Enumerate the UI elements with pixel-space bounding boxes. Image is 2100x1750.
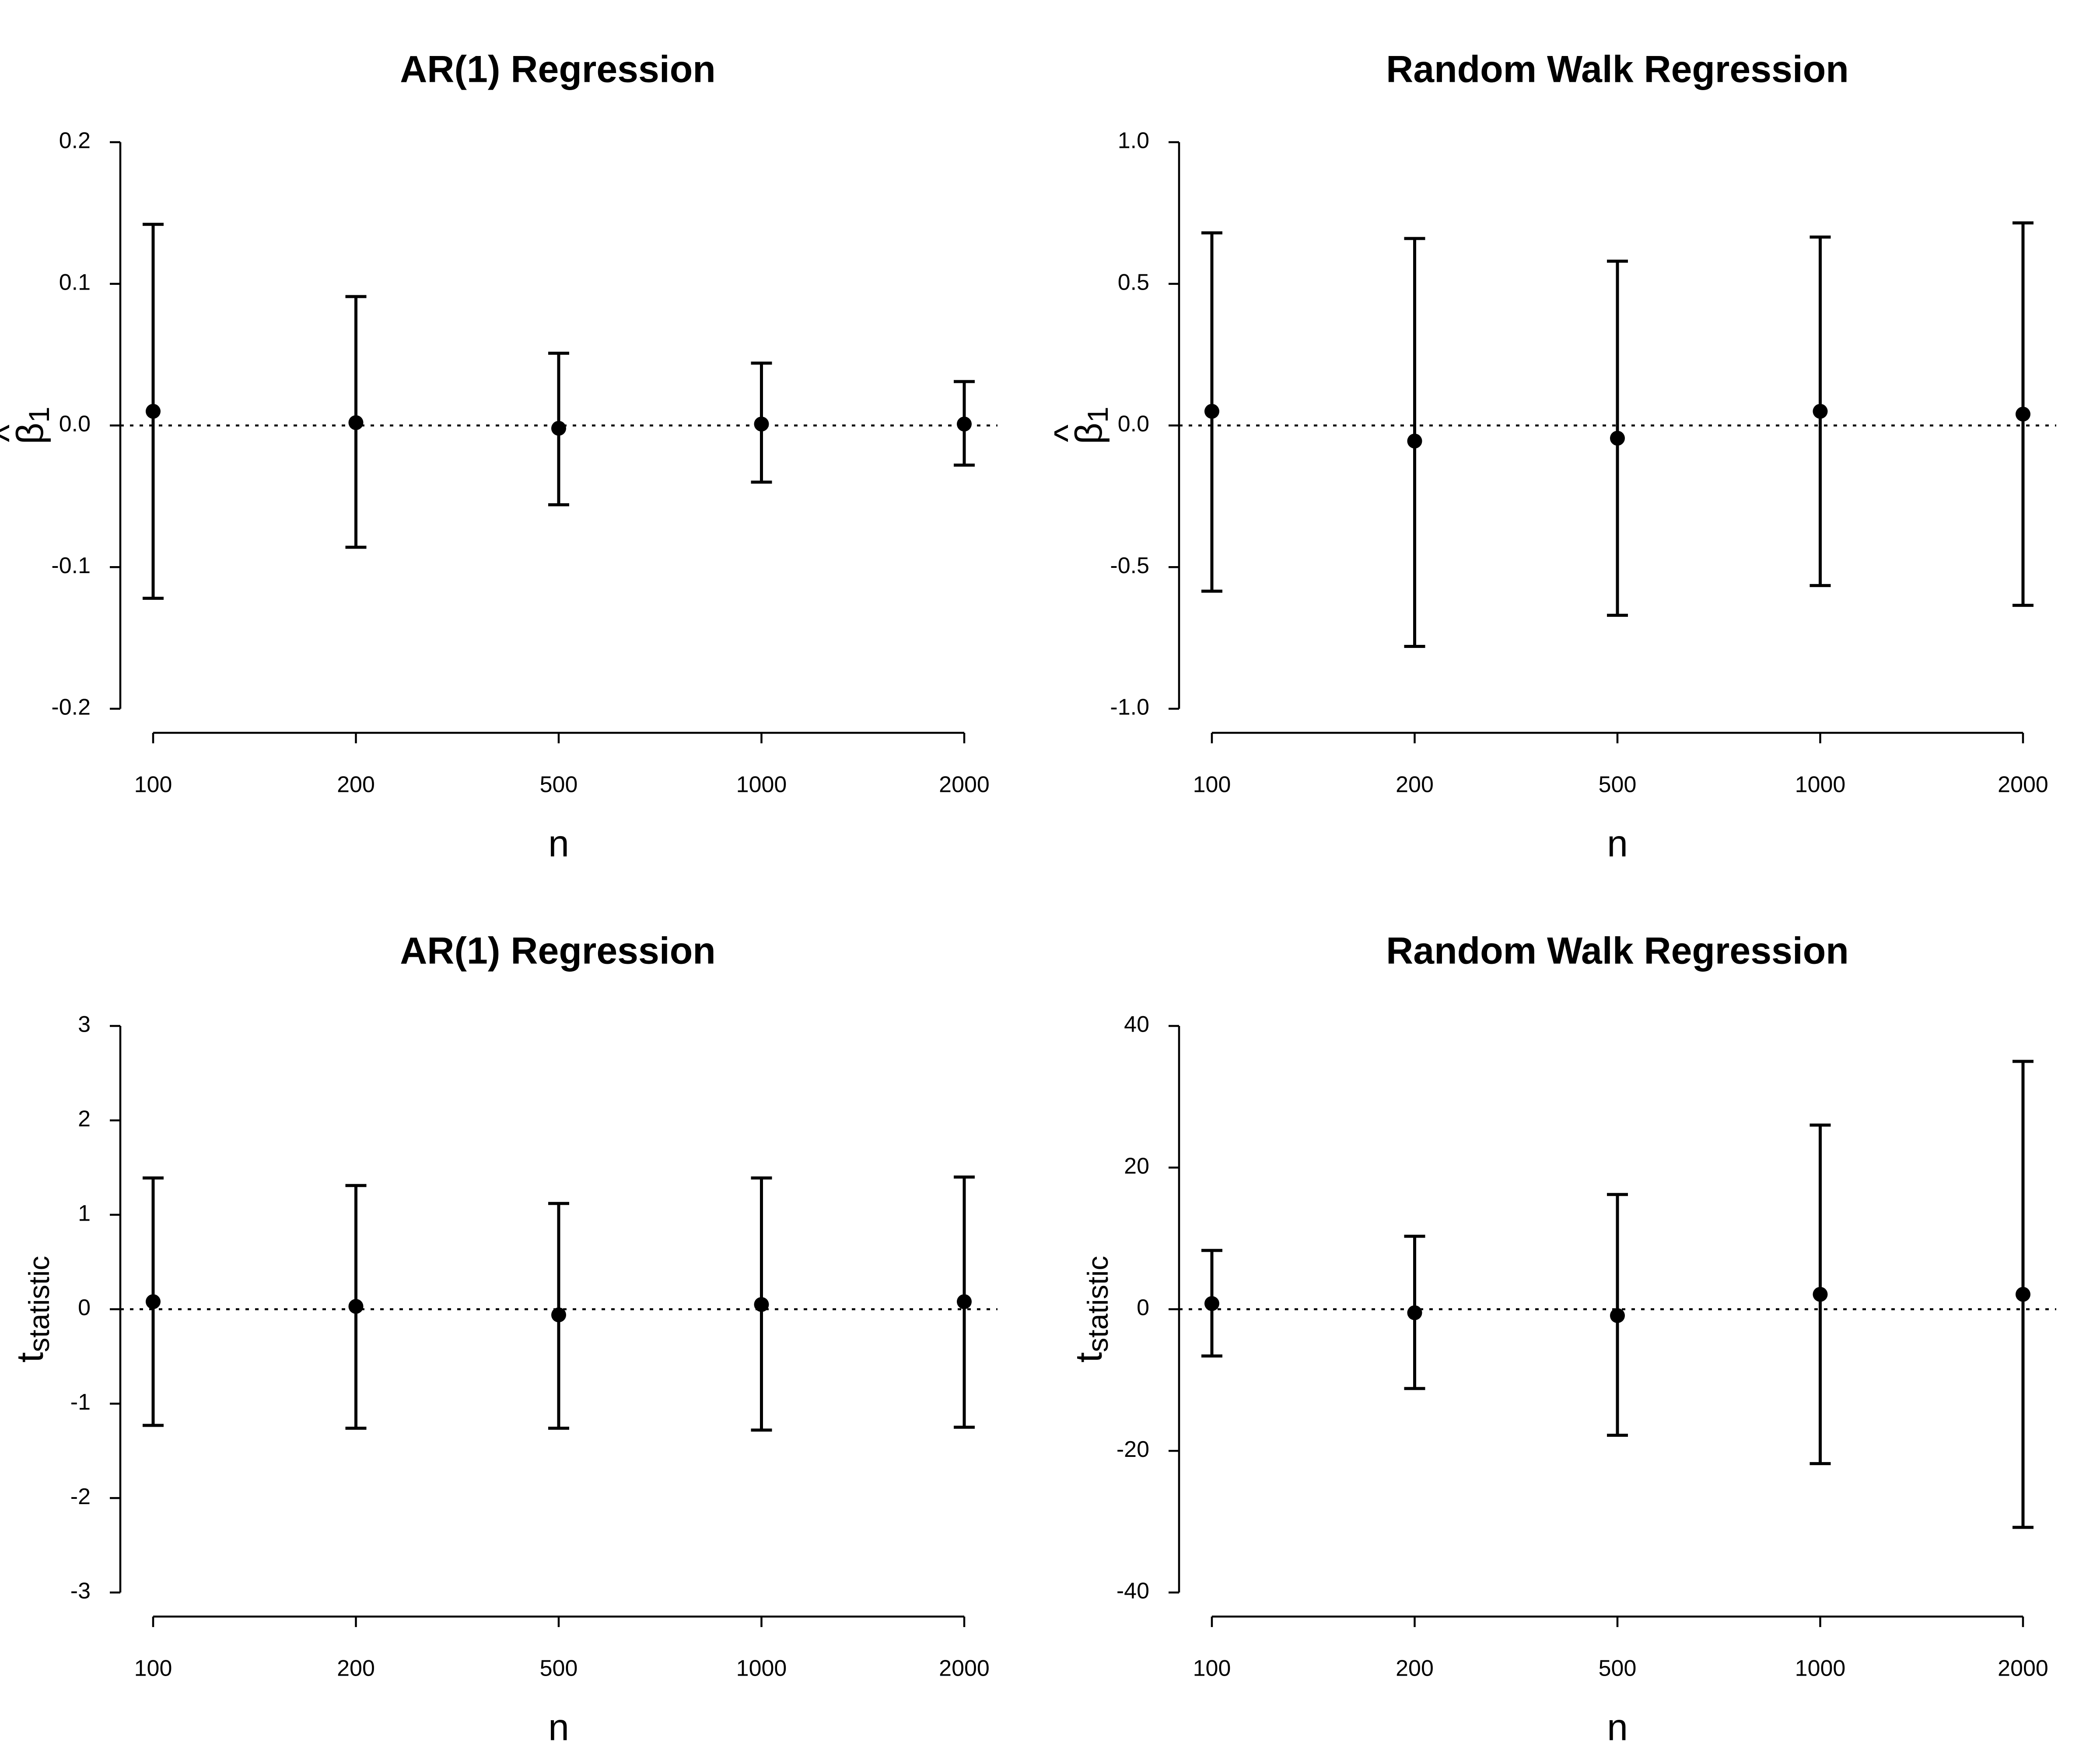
x-tick-label: 1000: [1795, 1656, 1846, 1681]
data-point: [2016, 1287, 2030, 1302]
y-tick-label: -0.2: [51, 695, 91, 720]
x-axis-label: n: [1607, 1707, 1628, 1749]
y-tick-label: -1.0: [1110, 695, 1149, 720]
data-point: [1813, 404, 1828, 419]
x-tick-label: 200: [1396, 1656, 1434, 1681]
y-tick-label: -20: [1116, 1437, 1149, 1462]
y-axis-label: β1: [1068, 406, 1114, 444]
data-point: [1204, 404, 1219, 419]
x-tick-label: 500: [540, 772, 578, 798]
x-tick-label: 200: [1396, 772, 1434, 798]
y-tick-label: -0.5: [1110, 553, 1149, 578]
chart-panel-3: AR(1) Regression -3 -2 -1 0 1 2 3 100 200 500 1000 2…: [9, 930, 998, 1749]
x-tick-label: 200: [337, 772, 375, 798]
x-tick-label: 100: [134, 772, 172, 798]
chart-title: AR(1) Regression: [400, 930, 716, 972]
x-tick-label: 1000: [736, 1656, 787, 1681]
data-point: [957, 416, 972, 432]
data-point: [348, 1299, 364, 1314]
y-tick-label: 2: [78, 1106, 91, 1132]
chart-panel-2: Random Walk Regression -1.0 -0.5 0.0 0.5 1.0 1…: [1047, 49, 2056, 865]
x-tick-label: 200: [337, 1656, 375, 1681]
x-tick-label: 100: [1193, 772, 1231, 798]
y-tick-label: 3: [78, 1012, 91, 1037]
y-axis-label-hat: ^: [1047, 424, 1089, 442]
chart-title: Random Walk Regression: [1386, 49, 1849, 91]
y-tick-label: 0: [1137, 1295, 1149, 1320]
data-point: [1407, 434, 1422, 449]
x-tick-label: 2000: [939, 1656, 990, 1681]
x-tick-label: 2000: [1998, 772, 2048, 798]
y-axis-label: tstatistic: [1068, 1256, 1114, 1363]
data-point: [1813, 1287, 1828, 1302]
data-point: [754, 1297, 769, 1312]
x-tick-label: 100: [1193, 1656, 1231, 1681]
y-tick-label: 0.2: [59, 128, 91, 154]
chart-title: AR(1) Regression: [400, 49, 716, 91]
y-tick-label: -0.1: [51, 553, 91, 578]
data-point: [1610, 1308, 1625, 1323]
x-tick-label: 500: [1599, 1656, 1637, 1681]
data-point: [1204, 1296, 1219, 1311]
x-tick-label: 500: [1599, 772, 1637, 798]
y-tick-label: 1: [78, 1200, 91, 1226]
chart-title: Random Walk Regression: [1386, 930, 1849, 972]
data-point: [754, 416, 769, 432]
y-axis-label-hat: ^: [0, 424, 30, 442]
y-tick-label: 0.5: [1118, 270, 1149, 295]
y-tick-label: 20: [1124, 1153, 1149, 1179]
x-tick-label: 1000: [1795, 772, 1846, 798]
x-tick-label: 500: [540, 1656, 578, 1681]
y-axis-label: tstatistic: [9, 1256, 56, 1363]
x-tick-label: 2000: [939, 772, 990, 798]
y-tick-label: -2: [70, 1484, 91, 1509]
data-point: [551, 1307, 566, 1323]
data-point: [957, 1294, 972, 1309]
y-tick-label: 0: [78, 1295, 91, 1320]
data-point: [1610, 430, 1625, 446]
y-tick-label: 0.1: [59, 270, 91, 295]
y-tick-label: 40: [1124, 1012, 1149, 1037]
x-tick-label: 100: [134, 1656, 172, 1681]
data-point: [348, 415, 364, 430]
y-tick-label: 1.0: [1118, 128, 1149, 154]
y-tick-label: -3: [70, 1578, 91, 1604]
x-axis-label: n: [548, 823, 569, 865]
x-tick-label: 2000: [1998, 1656, 2048, 1681]
x-tick-label: 1000: [736, 772, 787, 798]
y-axis-label: β1: [9, 406, 56, 444]
x-axis-label: n: [548, 1707, 569, 1749]
y-tick-label: -1: [70, 1390, 91, 1415]
data-point: [2016, 406, 2030, 422]
chart-panel-1: AR(1) Regression -0.2 -0.1 0.0 0.1 0.2 100 200 5…: [0, 49, 998, 865]
data-point: [146, 404, 161, 419]
y-tick-label: 0.0: [1118, 411, 1149, 437]
y-tick-label: -40: [1116, 1578, 1149, 1604]
data-point: [1407, 1305, 1422, 1320]
data-point: [551, 420, 566, 436]
y-tick-label: 0.0: [59, 411, 91, 437]
x-axis-label: n: [1607, 823, 1628, 865]
data-point: [146, 1294, 161, 1309]
chart-panel-4: Random Walk Regression -40 -20 0 20 40 100 200 5…: [1068, 930, 2056, 1749]
